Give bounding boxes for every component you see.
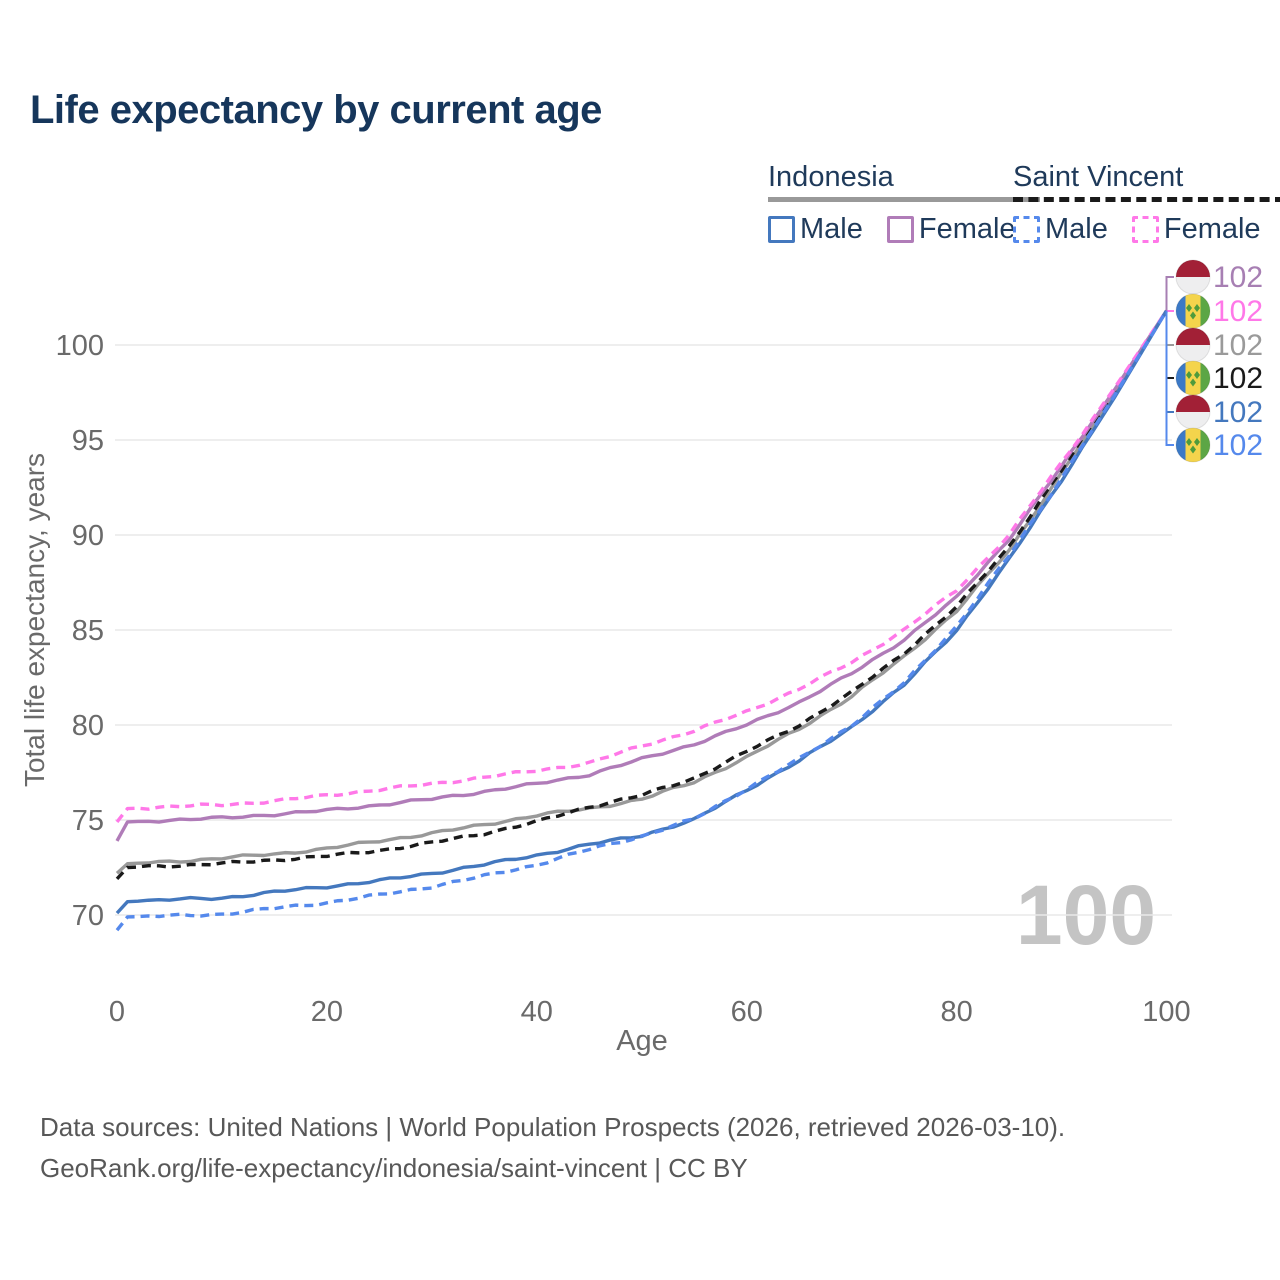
footer-data-sources: Data sources: United Nations | World Pop… bbox=[40, 1112, 1066, 1142]
y-tick-label-75: 75 bbox=[72, 805, 104, 837]
y-tick-label-95: 95 bbox=[72, 425, 104, 457]
flag-icon-saint-vincent bbox=[1176, 361, 1210, 395]
x-axis-title: Age bbox=[616, 1025, 668, 1057]
page-title: Life expectancy by current age bbox=[30, 88, 602, 132]
x-tick-label-20: 20 bbox=[311, 996, 343, 1028]
legend-title-text-indonesia: Indonesia bbox=[768, 161, 894, 193]
y-tick-label-70: 70 bbox=[72, 900, 104, 932]
series-line-saint-vincent-female[interactable] bbox=[115, 309, 1168, 823]
legend-swatch-saint-vincent-female[interactable] bbox=[1131, 216, 1159, 243]
legend-swatch-indonesia-female[interactable] bbox=[886, 216, 914, 243]
legend-item-indonesia-female[interactable]: Female bbox=[886, 213, 1016, 246]
end-label-value-saint-vincent-total: 102 bbox=[1213, 362, 1263, 395]
end-label-connector-indonesia-male bbox=[1165, 310, 1174, 413]
legend-group-title-saint-vincent: Saint Vincent bbox=[1013, 161, 1280, 202]
y-tick-label-85: 85 bbox=[72, 615, 104, 647]
end-label-value-indonesia-male: 102 bbox=[1213, 396, 1263, 429]
series-line-indonesia-total[interactable] bbox=[115, 309, 1168, 875]
legend-title-text-saint-vincent: Saint Vincent bbox=[1013, 161, 1184, 193]
footer-attribution-link: GeoRank.org/life-expectancy/indonesia/sa… bbox=[40, 1153, 748, 1183]
legend-item-saint-vincent-male[interactable]: Male bbox=[1013, 213, 1108, 246]
legend-swatch-saint-vincent-male[interactable] bbox=[1013, 216, 1040, 243]
footer: Data sources: United Nations | World Pop… bbox=[40, 1107, 1065, 1189]
series-line-saint-vincent-total[interactable] bbox=[115, 309, 1168, 881]
legend-line-sample-indonesia bbox=[768, 197, 1040, 202]
end-label-value-saint-vincent-male: 102 bbox=[1213, 429, 1263, 462]
end-label-connector-indonesia-total bbox=[1165, 310, 1174, 346]
legend-label-saint-vincent-female: Female bbox=[1163, 213, 1261, 245]
flag-icon-indonesia bbox=[1176, 260, 1210, 294]
legend-label-indonesia-female: Female bbox=[918, 213, 1016, 245]
y-tick-label-80: 80 bbox=[72, 710, 104, 742]
y-tick-label-100: 100 bbox=[56, 330, 104, 362]
end-label-value-saint-vincent-female: 102 bbox=[1213, 295, 1263, 328]
legend-line-sample-saint-vincent bbox=[1013, 197, 1280, 202]
flag-icon-saint-vincent bbox=[1176, 294, 1210, 328]
series-line-indonesia-male[interactable] bbox=[115, 309, 1168, 915]
legend-label-indonesia-male: Male bbox=[800, 213, 863, 245]
end-label-value-indonesia-female: 102 bbox=[1213, 261, 1263, 294]
legend-group-indonesia: Indonesia Male Female bbox=[768, 161, 1040, 246]
end-label-connector-saint-vincent-male bbox=[1165, 310, 1174, 446]
x-tick-label-0: 0 bbox=[109, 996, 125, 1028]
flag-icon-border bbox=[1175, 427, 1211, 463]
x-tick-label-100: 100 bbox=[1142, 996, 1190, 1028]
legend-item-saint-vincent-female[interactable]: Female bbox=[1131, 213, 1261, 246]
y-axis-title: Total life expectancy, years bbox=[19, 453, 50, 787]
legend-item-indonesia-male[interactable]: Male bbox=[768, 213, 863, 246]
flag-icon-saint-vincent bbox=[1176, 428, 1210, 462]
legend-label-saint-vincent-male: Male bbox=[1045, 213, 1108, 245]
series-line-saint-vincent-male[interactable] bbox=[115, 309, 1168, 932]
flag-icon-indonesia bbox=[1176, 328, 1210, 362]
end-label-value-indonesia-total: 102 bbox=[1213, 329, 1263, 362]
x-tick-label-40: 40 bbox=[521, 996, 553, 1028]
x-tick-label-80: 80 bbox=[940, 996, 972, 1028]
end-label-connector-indonesia-female bbox=[1165, 276, 1174, 311]
legend-group-saint-vincent: Saint Vincent Male Female bbox=[1013, 161, 1280, 246]
legend-swatch-indonesia-male[interactable] bbox=[768, 216, 795, 243]
series-line-indonesia-female[interactable] bbox=[115, 309, 1168, 842]
legend-group-title-indonesia: Indonesia bbox=[768, 161, 1040, 202]
flag-icon-indonesia bbox=[1176, 395, 1210, 429]
y-tick-label-90: 90 bbox=[72, 520, 104, 552]
x-tick-label-60: 60 bbox=[731, 996, 763, 1028]
